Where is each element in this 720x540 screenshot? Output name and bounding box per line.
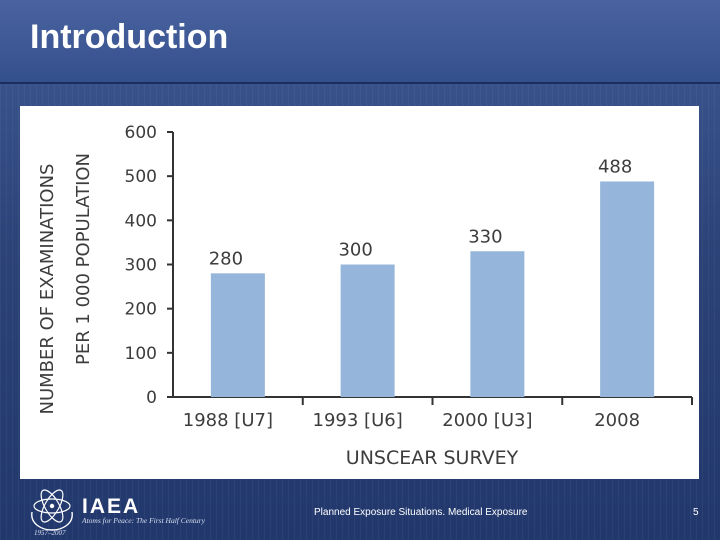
y-tick-label: 500 — [125, 167, 157, 187]
x-tick-label: 2000 [U3] — [442, 410, 532, 431]
data-label: 280 — [209, 248, 243, 269]
slide-header: Introduction — [0, 0, 720, 84]
data-label: 330 — [468, 226, 502, 247]
y-tick-label: 600 — [125, 123, 157, 143]
y-axis-title-line1: NUMBER OF EXAMINATIONS — [37, 164, 58, 415]
y-tick-label: 0 — [146, 388, 157, 408]
bar — [210, 273, 265, 397]
logo-name: IAEA — [82, 495, 141, 518]
slide-title: Introduction — [30, 18, 229, 56]
y-tick-label: 300 — [125, 256, 157, 276]
chart-panel: 0 100 200 300 400 500 600 280 1988 [U7] 300 1993 [… — [20, 106, 699, 479]
bar — [600, 181, 655, 397]
data-label: 300 — [338, 240, 372, 261]
y-axis-title-line2: PER 1 000 POPULATION — [73, 153, 94, 365]
page-number: 5 — [693, 507, 699, 518]
x-tick-label: 2008 — [594, 410, 640, 431]
iaea-atom-emblem-icon — [31, 489, 73, 531]
x-axis-title: UNSCEAR SURVEY — [346, 447, 519, 469]
bar — [470, 251, 525, 397]
x-tick-label: 1988 [U7] — [183, 410, 273, 431]
y-tick-label: 100 — [125, 344, 157, 364]
footer-caption: Planned Exposure Situations. Medical Exp… — [314, 507, 528, 518]
x-tick-label: 1993 [U6] — [313, 410, 403, 431]
bar-chart: 0 100 200 300 400 500 600 280 1988 [U7] 300 1993 [… — [37, 123, 693, 469]
y-tick-label: 400 — [125, 211, 157, 231]
logo-years: 1957–2007 — [34, 529, 66, 537]
data-label: 488 — [598, 156, 632, 177]
y-tick-label: 200 — [125, 300, 157, 320]
bar — [340, 264, 395, 397]
logo-tagline: Atoms for Peace: The First Half Century — [82, 516, 205, 525]
